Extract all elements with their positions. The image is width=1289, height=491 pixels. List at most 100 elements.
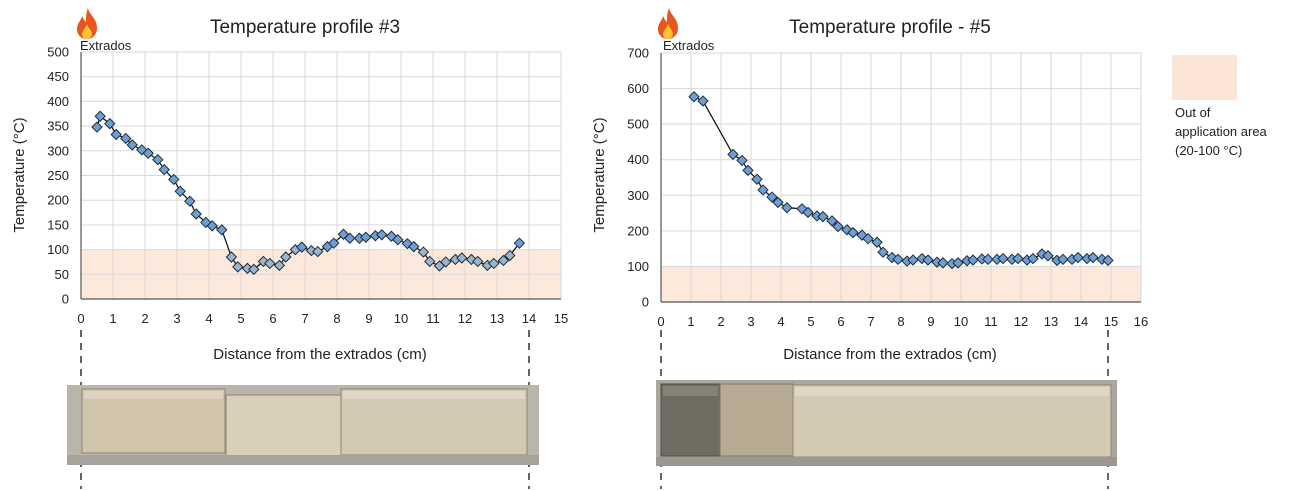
series-line — [96, 115, 520, 271]
data-point — [1102, 254, 1114, 267]
x-tick-label: 4 — [777, 314, 784, 329]
x-tick-label: 5 — [237, 311, 244, 326]
y-tick-label: 50 — [55, 267, 69, 282]
data-point — [1042, 250, 1054, 262]
x-tick-label: 11 — [426, 311, 440, 326]
data-point — [952, 257, 964, 269]
data-point — [1012, 252, 1024, 265]
x-tick-label: 6 — [837, 314, 844, 329]
data-point — [751, 173, 763, 185]
legend-out-of-application-area: Out of application area (20-100 °C) — [1172, 55, 1268, 158]
x-tick-label: 13 — [1044, 314, 1058, 329]
y-tick-label: 100 — [627, 259, 649, 274]
x-tick-label: 10 — [394, 311, 408, 326]
data-point — [488, 257, 500, 270]
data-point — [225, 251, 238, 263]
data-point — [504, 249, 516, 262]
data-point — [424, 255, 436, 268]
core-sample-photo-5 — [656, 380, 1117, 466]
data-point — [174, 185, 186, 198]
y-tick-label: 500 — [627, 117, 649, 132]
data-point — [742, 164, 754, 177]
data-point — [344, 232, 356, 244]
y-tick-label: 400 — [627, 152, 649, 167]
axes — [80, 52, 561, 300]
data-point — [1087, 251, 1099, 264]
data-point — [216, 224, 228, 236]
data-point — [94, 110, 106, 122]
y-tick-label: 300 — [47, 143, 69, 158]
y-axis-label: Temperature (°C) — [591, 117, 608, 232]
data-point — [1072, 251, 1084, 264]
data-point — [190, 208, 202, 220]
x-tick-label: 15 — [554, 311, 568, 326]
data-point — [922, 254, 934, 266]
data-point — [440, 256, 452, 268]
chart-title: Temperature profile #3 — [210, 17, 400, 38]
data-point — [497, 254, 510, 267]
x-tick-label: 2 — [141, 311, 148, 326]
flame-icon — [77, 8, 97, 39]
data-point — [781, 202, 793, 214]
legend-line-1: Out of — [1175, 105, 1211, 120]
data-point — [871, 236, 883, 248]
x-tick-label: 4 — [205, 311, 212, 326]
data-points — [91, 110, 526, 276]
data-point — [360, 231, 372, 243]
x-tick-label: 8 — [333, 311, 340, 326]
data-point — [472, 255, 484, 268]
data-point — [886, 251, 898, 264]
data-point — [847, 226, 859, 239]
data-point — [997, 252, 1009, 265]
data-point — [796, 203, 808, 215]
data-point — [152, 153, 164, 166]
y-tick-label: 450 — [47, 69, 69, 84]
data-point — [916, 252, 928, 265]
x-tick-label: 1 — [687, 314, 694, 329]
x-tick-label: 12 — [1014, 314, 1028, 329]
data-point — [967, 254, 979, 266]
data-point — [832, 220, 844, 233]
data-point — [206, 220, 218, 232]
data-point — [907, 254, 919, 266]
x-tick-label: 5 — [807, 314, 814, 329]
y-tick-labels: 0 100 200 300 400 500 600 700 — [627, 46, 649, 310]
y-tick-label: 500 — [47, 45, 69, 60]
extrados-label: Extrados — [663, 38, 715, 53]
y-tick-labels: 0 50 100 150 200 250 300 350 400 450 500 — [47, 45, 69, 307]
x-tick-label: 6 — [269, 311, 276, 326]
data-point — [1057, 253, 1069, 266]
data-points — [688, 91, 1114, 270]
x-tick-label: 14 — [1074, 314, 1088, 329]
y-tick-label: 0 — [642, 295, 649, 310]
data-point — [727, 148, 739, 161]
data-point — [688, 91, 700, 103]
data-point — [982, 253, 994, 266]
data-point — [1036, 248, 1048, 260]
core-sample-photo-3 — [67, 385, 539, 465]
flame-icon — [658, 8, 678, 39]
legend-swatch — [1172, 55, 1237, 100]
data-point — [417, 246, 430, 258]
data-point — [126, 139, 138, 151]
data-point — [817, 210, 829, 223]
y-tick-label: 250 — [47, 168, 69, 183]
data-point — [232, 261, 244, 273]
x-tick-label: 7 — [301, 311, 308, 326]
x-tick-label: 11 — [984, 314, 998, 329]
data-point — [772, 196, 784, 209]
axes — [660, 53, 1141, 303]
x-tick-label: 12 — [458, 311, 472, 326]
data-point — [280, 251, 292, 263]
data-point — [91, 121, 103, 133]
data-point — [110, 128, 122, 141]
x-tick-label: 8 — [897, 314, 904, 329]
data-point — [142, 147, 154, 159]
data-point — [158, 163, 170, 176]
legend-line-2: application area — [1175, 124, 1268, 139]
data-point — [296, 241, 308, 253]
data-point — [862, 232, 874, 245]
y-tick-label: 200 — [627, 223, 649, 238]
x-tick-label: 10 — [954, 314, 968, 329]
data-point — [856, 229, 868, 241]
